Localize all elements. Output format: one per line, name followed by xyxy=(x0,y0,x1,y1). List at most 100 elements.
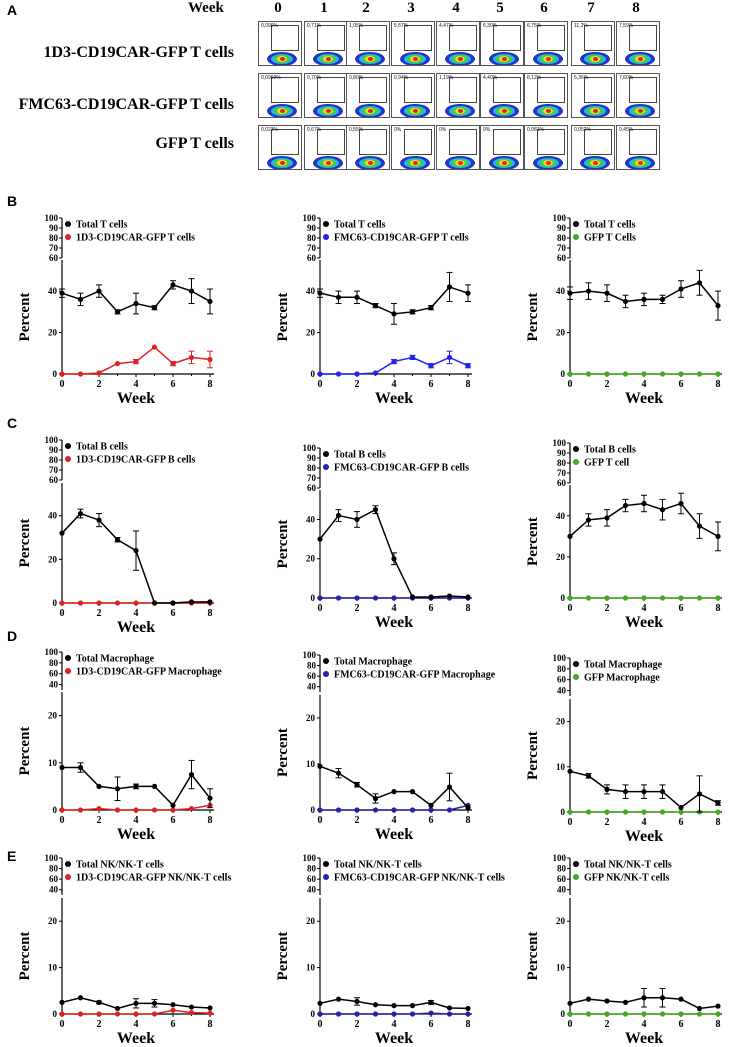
legend-label: 1D3-CD19CAR-GFP B cells xyxy=(76,455,196,466)
data-point xyxy=(354,782,360,788)
data-point xyxy=(641,809,647,815)
data-point xyxy=(465,363,471,369)
data-point xyxy=(428,999,434,1006)
facs-density xyxy=(638,57,643,61)
x-tick-label: 8 xyxy=(208,608,213,619)
y-tick-label: 40 xyxy=(306,286,316,296)
data-point xyxy=(151,600,158,606)
data-point xyxy=(696,1005,703,1012)
data-point xyxy=(133,600,139,606)
y-tick-label: 20 xyxy=(556,552,566,562)
x-tick-label: 4 xyxy=(134,379,139,390)
legend-label: GFP NK/NK-T cells xyxy=(584,873,669,884)
data-point xyxy=(317,536,323,542)
facs-percentage: 7,60% xyxy=(619,75,634,81)
x-tick-label: 4 xyxy=(642,379,647,390)
data-point xyxy=(335,512,342,519)
y-tick-label: 80 xyxy=(49,864,59,874)
data-point xyxy=(59,764,65,771)
data-point xyxy=(678,595,684,601)
data-point xyxy=(59,1011,65,1017)
data-point xyxy=(96,1011,102,1017)
legend-marker xyxy=(573,874,579,880)
x-tick-label: 2 xyxy=(355,1019,360,1030)
data-point xyxy=(151,305,158,311)
data-point xyxy=(170,600,176,606)
legend-marker xyxy=(65,861,71,867)
data-point xyxy=(114,786,121,792)
y-tick-label: 40 xyxy=(307,885,317,895)
facs-density xyxy=(280,57,285,61)
data-point xyxy=(678,371,684,377)
panel-letter-d: D xyxy=(7,628,18,644)
facs-percentage: 7,59% xyxy=(619,23,634,29)
facs-gate xyxy=(629,129,657,155)
x-tick-label: 4 xyxy=(642,1019,647,1030)
y-tick-label: 0 xyxy=(53,805,58,815)
x-tick-label: 8 xyxy=(716,817,721,828)
y-tick-label: 20 xyxy=(306,916,316,926)
facs-gate xyxy=(449,129,477,155)
data-point xyxy=(317,1000,323,1006)
legend-label: Total NK/NK-T cells xyxy=(334,860,422,871)
data-point xyxy=(335,294,342,300)
x-tick-label: 4 xyxy=(134,608,139,619)
legend-label: Total T cells xyxy=(76,220,128,231)
x-tick-label: 0 xyxy=(568,1019,573,1030)
facs-density xyxy=(326,109,331,113)
y-tick-label: 100 xyxy=(45,213,59,223)
data-point xyxy=(715,303,721,309)
x-tick-label: 8 xyxy=(716,1019,721,1030)
x-tick-label: 6 xyxy=(429,379,434,390)
data-point xyxy=(133,807,139,813)
data-point xyxy=(96,517,102,523)
y-tick-label: 40 xyxy=(556,511,566,521)
facs-density xyxy=(638,109,643,113)
y-tick-label: 80 xyxy=(49,233,59,243)
data-point xyxy=(585,809,592,815)
legend-marker xyxy=(573,234,579,240)
y-tick-label: 20 xyxy=(556,717,566,727)
data-point xyxy=(77,371,84,377)
data-point xyxy=(335,1011,342,1017)
data-point xyxy=(372,370,379,376)
facs-density xyxy=(502,109,507,113)
data-point xyxy=(567,595,573,601)
data-point xyxy=(604,786,610,793)
x-tick-label: 2 xyxy=(605,379,610,390)
facs-percentage: 0,090% xyxy=(261,23,278,29)
data-point xyxy=(59,807,65,813)
y-tick-label: 0 xyxy=(561,593,566,603)
facs-plot: 0% xyxy=(436,125,480,170)
facs-plot: 0,80% xyxy=(346,73,390,118)
y-tick-label: 40 xyxy=(49,885,59,895)
x-tick-label: 8 xyxy=(466,1019,471,1030)
data-point xyxy=(151,1000,158,1006)
facs-density xyxy=(638,161,643,165)
data-point xyxy=(77,1011,84,1017)
data-point xyxy=(114,807,121,813)
data-point xyxy=(207,356,213,363)
facs-percentage: 11,2% xyxy=(574,23,588,29)
facs-gate xyxy=(537,77,565,103)
data-point xyxy=(622,789,629,795)
y-tick-label: 0 xyxy=(561,1009,566,1019)
x-axis-label: Week xyxy=(375,390,413,407)
x-tick-label: 6 xyxy=(679,1019,684,1030)
y-tick-label: 80 xyxy=(49,455,59,465)
legend-label: FMC63-CD19CAR-GFP B cells xyxy=(334,463,469,474)
data-point xyxy=(409,807,416,813)
facs-percentage: 4,47% xyxy=(439,23,454,29)
facs-plot: 0,55% xyxy=(346,125,390,170)
data-point xyxy=(659,789,666,795)
y-tick-label: 0 xyxy=(53,1009,58,1019)
facs-plot: 0,45% xyxy=(616,125,660,170)
y-tick-label: 40 xyxy=(557,686,567,696)
facs-density xyxy=(458,57,463,61)
data-point xyxy=(678,286,684,292)
data-point xyxy=(465,594,471,600)
data-point xyxy=(188,1010,195,1016)
facs-density xyxy=(280,109,285,113)
legend-marker xyxy=(573,861,579,867)
